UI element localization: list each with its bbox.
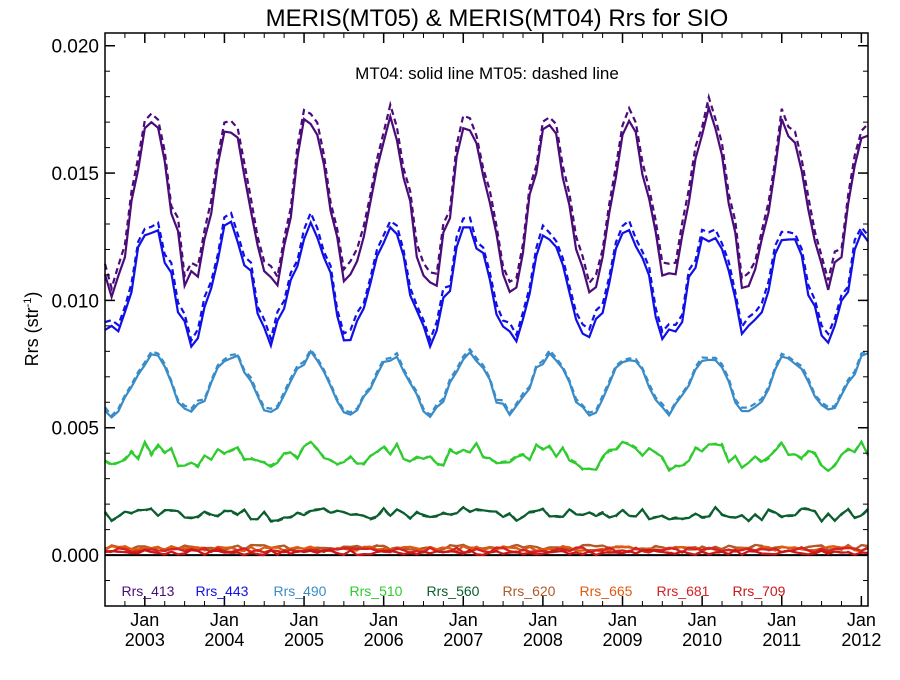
- x-tick-label-year: 2004: [204, 630, 244, 650]
- x-tick-label-year: 2010: [682, 630, 722, 650]
- series-dashed-line-rrs-665: [104, 544, 869, 553]
- y-tick-label: 0.005: [51, 419, 99, 440]
- x-tick-label-month: Jan: [847, 610, 876, 630]
- series-line-rrs-510: [104, 439, 869, 473]
- chart-title: MERIS(MT05) & MERIS(MT04) Rrs for SIO: [266, 5, 729, 32]
- y-axis-label-close: ): [22, 292, 42, 298]
- x-tick-label-year: 2008: [523, 630, 563, 650]
- legend-entry-rrs-709: Rrs_709: [733, 583, 786, 599]
- series-dashed-line-rrs-413: [103, 92, 869, 293]
- series-dashed-line-rrs-510: [104, 439, 869, 472]
- series-dashed-line-rrs-709: [104, 548, 869, 557]
- x-tick-label-month: Jan: [767, 610, 796, 630]
- y-tick-label: 0.020: [51, 37, 99, 58]
- line-style-annotation: MT04: solid line MT05: dashed line: [355, 64, 619, 83]
- plot-frame: [104, 32, 869, 607]
- legend-entry-rrs-413: Rrs_413: [122, 583, 175, 599]
- legend-entry-rrs-490: Rrs_490: [274, 583, 327, 599]
- legend-entry-rrs-510: Rrs_510: [350, 583, 403, 599]
- x-tick-label-month: Jan: [369, 610, 398, 630]
- y-tick-label: 0.000: [51, 546, 99, 567]
- legend-entry-rrs-620: Rrs_620: [503, 583, 556, 599]
- plot-area: 0.0000.0050.0100.0150.020Jan2003Jan2004J…: [51, 32, 881, 650]
- series-dashed-line-rrs-560: [104, 505, 869, 524]
- series-dashed-line-rrs-443: [104, 209, 869, 344]
- series-dashed-line-rrs-490: [104, 347, 869, 418]
- x-tick-label-month: Jan: [449, 610, 478, 630]
- series-line-rrs-490: [104, 349, 869, 419]
- x-tick-label-month: Jan: [290, 610, 319, 630]
- x-tick-label-year: 2003: [125, 630, 165, 650]
- x-tick-label-year: 2011: [762, 630, 801, 650]
- x-tick-label-year: 2012: [841, 630, 881, 650]
- legend-entry-rrs-560: Rrs_560: [427, 583, 480, 599]
- x-tick-label-year: 2007: [443, 630, 483, 650]
- y-axis-label-main: Rrs (str: [22, 307, 42, 366]
- x-tick-label-year: 2006: [364, 630, 404, 650]
- x-tick-label-year: 2005: [284, 630, 324, 650]
- x-tick-label-year: 2009: [602, 630, 642, 650]
- x-tick-label-month: Jan: [210, 610, 239, 630]
- y-axis-label: Rrs (str-1): [22, 292, 42, 367]
- y-axis-label-superscript: -1: [22, 298, 34, 308]
- y-tick-label: 0.010: [51, 291, 99, 312]
- series-line-rrs-413: [103, 103, 869, 301]
- legend-entry-rrs-443: Rrs_443: [196, 583, 249, 599]
- legend-entry-rrs-681: Rrs_681: [657, 583, 710, 599]
- y-tick-label: 0.015: [51, 164, 99, 185]
- series-line-rrs-443: [104, 219, 869, 350]
- x-tick-label-month: Jan: [688, 610, 717, 630]
- legend-entry-rrs-665: Rrs_665: [580, 583, 633, 599]
- x-tick-label-month: Jan: [528, 610, 557, 630]
- x-tick-label-month: Jan: [130, 610, 159, 630]
- x-tick-label-month: Jan: [608, 610, 637, 630]
